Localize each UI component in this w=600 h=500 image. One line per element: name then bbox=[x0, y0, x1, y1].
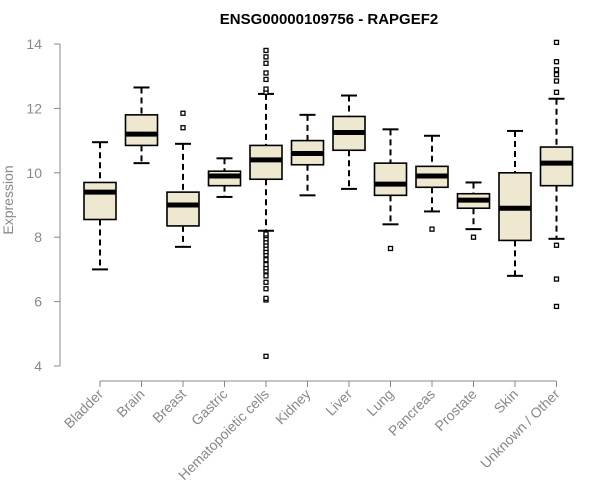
x-tick-label: Skin bbox=[491, 386, 522, 417]
outlier-point bbox=[553, 59, 560, 65]
outlier-point bbox=[263, 60, 269, 66]
outlier-point bbox=[553, 242, 560, 248]
outlier-point bbox=[180, 110, 186, 116]
outlier-point bbox=[263, 76, 269, 83]
y-tick-label: 6 bbox=[34, 294, 42, 310]
box-group bbox=[207, 157, 242, 198]
outlier-point bbox=[263, 353, 269, 359]
chart-title: ENSG00000109756 - RAPGEF2 bbox=[220, 11, 438, 28]
box-group bbox=[124, 86, 159, 165]
outlier-point bbox=[263, 286, 269, 292]
box-iqr bbox=[166, 191, 200, 227]
box-group bbox=[290, 113, 325, 197]
outlier-point bbox=[180, 125, 186, 131]
box-group bbox=[332, 94, 366, 190]
box-group bbox=[373, 128, 408, 252]
y-tick-label: 12 bbox=[26, 100, 42, 116]
y-axis-label: Expression bbox=[0, 165, 16, 234]
x-tick-label: Breast bbox=[149, 386, 189, 426]
outlier-point bbox=[553, 78, 560, 84]
box-group bbox=[456, 181, 491, 240]
outlier-point bbox=[263, 47, 269, 54]
boxes bbox=[83, 39, 574, 359]
x-tick-label: Lung bbox=[363, 386, 396, 419]
outlier-point bbox=[553, 276, 560, 282]
box-iqr bbox=[539, 146, 574, 187]
outlier-point bbox=[263, 295, 269, 302]
outlier-point bbox=[263, 257, 269, 263]
outlier-point bbox=[263, 231, 269, 237]
box-group bbox=[498, 129, 532, 277]
outlier-point bbox=[553, 71, 560, 78]
box-iqr bbox=[373, 162, 408, 197]
outlier-point bbox=[553, 67, 560, 73]
outlier-point bbox=[263, 54, 269, 60]
x-tick-label: Liver bbox=[322, 386, 355, 419]
x-tick-label: Unknown / Other bbox=[477, 386, 563, 472]
box-iqr bbox=[124, 114, 159, 147]
axes: 4 6 8 10 12 14 bbox=[26, 36, 557, 387]
outlier-point bbox=[263, 279, 269, 285]
outlier-point bbox=[387, 245, 394, 252]
outlier-point bbox=[263, 261, 269, 268]
y-tick-label: 10 bbox=[26, 165, 42, 181]
outlier-point bbox=[263, 86, 269, 92]
box-group bbox=[539, 39, 574, 310]
box-group bbox=[83, 141, 117, 271]
y-tick-label: 8 bbox=[34, 229, 42, 245]
box-iqr bbox=[83, 181, 117, 221]
outlier-point bbox=[263, 70, 269, 76]
box-group bbox=[249, 47, 283, 359]
outlier-point bbox=[263, 273, 269, 279]
x-tick-label: Kidney bbox=[272, 386, 314, 428]
x-tick-label: Brain bbox=[113, 386, 147, 420]
outlier-point bbox=[470, 234, 477, 240]
outlier-point bbox=[429, 226, 435, 232]
y-tick-label: 14 bbox=[26, 36, 42, 52]
x-tick-label: Bladder bbox=[61, 386, 107, 432]
box-group bbox=[415, 134, 449, 232]
x-tick-label: Prostate bbox=[431, 386, 479, 434]
outlier-point bbox=[553, 89, 560, 95]
y-tick-label: 4 bbox=[34, 358, 42, 374]
outlier-point bbox=[553, 39, 560, 46]
box-group bbox=[166, 110, 200, 248]
outlier-point bbox=[553, 303, 560, 310]
